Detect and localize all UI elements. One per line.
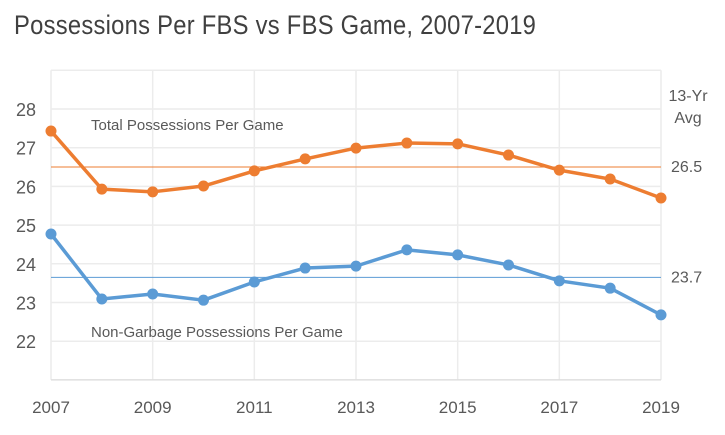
x-tick-label: 2009 bbox=[134, 398, 172, 417]
data-point bbox=[96, 293, 108, 305]
data-point bbox=[553, 275, 565, 287]
data-point bbox=[604, 282, 616, 294]
data-point bbox=[198, 180, 209, 192]
data-point bbox=[45, 125, 57, 137]
y-tick-label: 28 bbox=[16, 100, 36, 120]
y-tick-label: 24 bbox=[16, 255, 36, 275]
x-tick-label: 2019 bbox=[642, 398, 680, 417]
data-point bbox=[401, 244, 413, 256]
data-point bbox=[604, 173, 616, 185]
data-point bbox=[248, 165, 260, 177]
data-point bbox=[96, 183, 108, 195]
data-point bbox=[147, 186, 159, 198]
data-point bbox=[299, 153, 311, 165]
data-point bbox=[655, 309, 667, 321]
data-point bbox=[248, 276, 260, 288]
x-tick-label: 2007 bbox=[32, 398, 70, 417]
y-tick-label: 22 bbox=[16, 332, 36, 352]
x-tick-label: 2013 bbox=[337, 398, 375, 417]
y-tick-label: 27 bbox=[16, 139, 36, 159]
y-tick-label: 23 bbox=[16, 294, 36, 314]
avg-header: Avg bbox=[674, 110, 701, 127]
data-point bbox=[198, 294, 209, 306]
data-point bbox=[655, 192, 667, 204]
average-label: 23.7 bbox=[671, 269, 702, 286]
chart-title: Possessions Per FBS vs FBS Game, 2007-20… bbox=[14, 10, 537, 40]
data-point bbox=[147, 288, 159, 300]
data-point bbox=[503, 149, 514, 161]
series-label: Non-Garbage Possessions Per Game bbox=[91, 324, 343, 341]
average-label: 26.5 bbox=[671, 159, 702, 176]
data-point bbox=[299, 262, 311, 274]
y-tick-label: 25 bbox=[16, 216, 36, 236]
data-point bbox=[401, 137, 413, 149]
x-tick-label: 2015 bbox=[439, 398, 477, 417]
data-point bbox=[553, 164, 565, 176]
data-point bbox=[350, 260, 362, 272]
data-point bbox=[350, 142, 362, 154]
x-tick-label: 2017 bbox=[540, 398, 578, 417]
data-point bbox=[503, 259, 514, 271]
data-point bbox=[452, 138, 464, 150]
series-label: Total Possessions Per Game bbox=[91, 117, 284, 134]
data-point bbox=[452, 249, 464, 261]
data-point bbox=[45, 228, 57, 240]
avg-header: 13-Yr bbox=[668, 88, 708, 105]
y-tick-label: 26 bbox=[16, 177, 36, 197]
x-tick-label: 2011 bbox=[236, 398, 273, 417]
